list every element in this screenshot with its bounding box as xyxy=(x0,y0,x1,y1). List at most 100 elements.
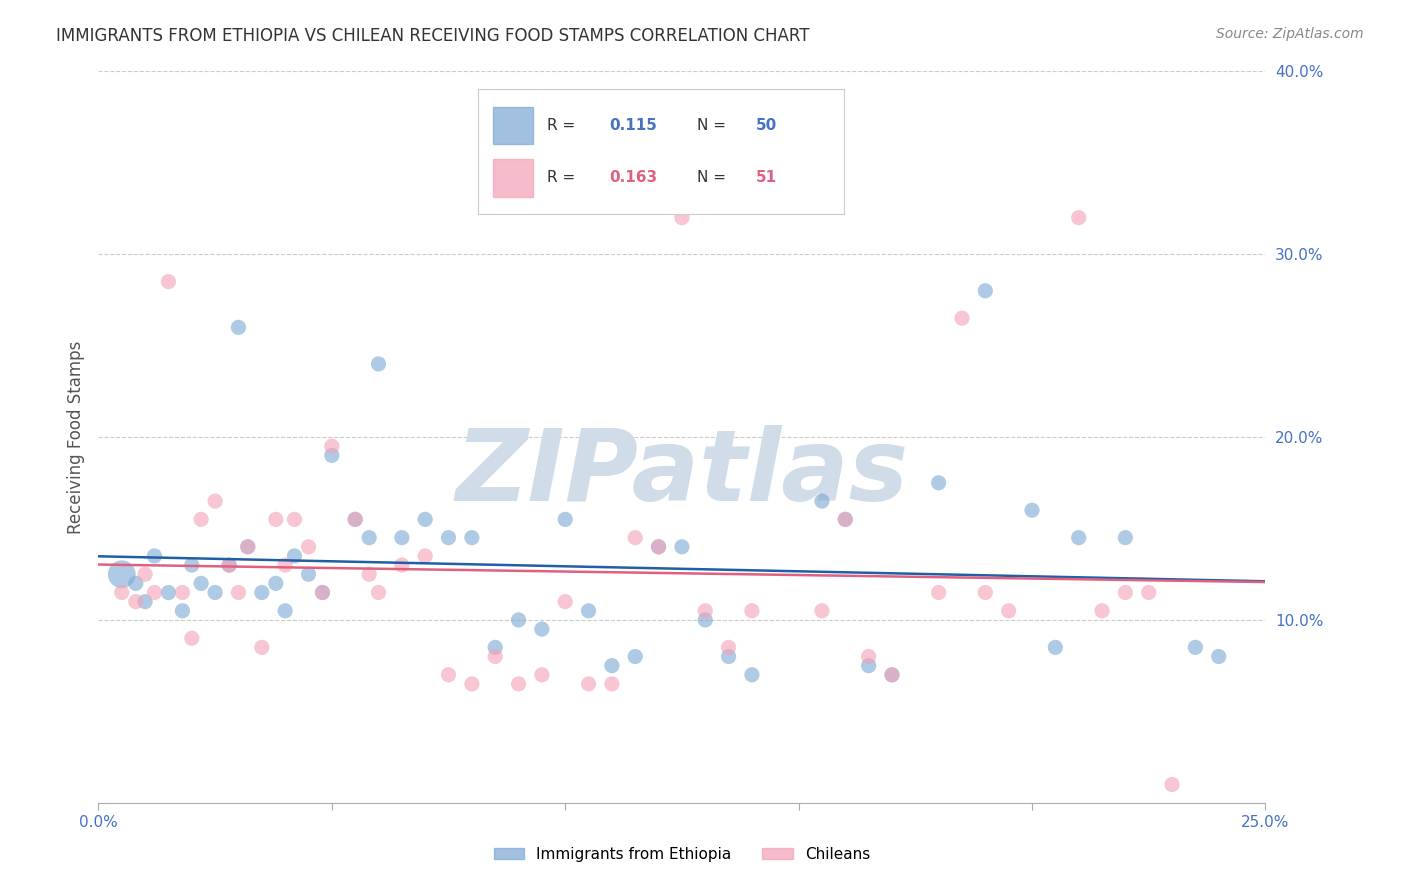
Point xyxy=(554,512,576,526)
Point xyxy=(950,311,973,326)
Point xyxy=(1114,531,1136,545)
Text: R =: R = xyxy=(547,170,581,186)
Point xyxy=(858,658,880,673)
Point xyxy=(671,540,693,554)
Point xyxy=(624,649,647,664)
Point xyxy=(1067,531,1090,545)
Point xyxy=(250,585,273,599)
Point xyxy=(236,540,259,554)
Point xyxy=(236,540,259,554)
Text: 50: 50 xyxy=(756,118,778,133)
Point xyxy=(125,594,148,608)
Point xyxy=(180,632,202,646)
Bar xyxy=(492,107,533,145)
Point xyxy=(1067,211,1090,225)
Point xyxy=(1184,640,1206,655)
Point xyxy=(367,585,389,599)
Point xyxy=(695,604,717,618)
Point xyxy=(228,585,250,599)
Point xyxy=(600,677,623,691)
Point xyxy=(143,549,166,563)
Point xyxy=(125,576,148,591)
Point xyxy=(264,512,287,526)
Point xyxy=(143,585,166,599)
Point xyxy=(274,558,297,573)
Point xyxy=(157,585,180,599)
Point xyxy=(359,567,381,582)
Point xyxy=(928,475,950,490)
Point xyxy=(997,604,1019,618)
Point xyxy=(508,677,530,691)
Point xyxy=(741,604,763,618)
Point xyxy=(974,284,997,298)
Point xyxy=(624,531,647,545)
Point xyxy=(134,594,156,608)
Point xyxy=(111,585,134,599)
Text: N =: N = xyxy=(697,118,731,133)
Text: R =: R = xyxy=(547,118,581,133)
Point xyxy=(413,549,436,563)
Point xyxy=(578,677,600,691)
Point xyxy=(858,649,880,664)
Text: 0.163: 0.163 xyxy=(610,170,658,186)
Y-axis label: Receiving Food Stamps: Receiving Food Stamps xyxy=(66,341,84,533)
Point xyxy=(204,585,226,599)
Point xyxy=(321,439,343,453)
Point xyxy=(530,622,553,636)
Point xyxy=(437,667,460,681)
Point xyxy=(297,567,319,582)
Point xyxy=(484,649,506,664)
Point xyxy=(695,613,717,627)
Point xyxy=(1021,503,1043,517)
Point xyxy=(283,549,305,563)
Point xyxy=(834,512,856,526)
Point xyxy=(880,667,903,681)
Text: Source: ZipAtlas.com: Source: ZipAtlas.com xyxy=(1216,27,1364,41)
Text: 51: 51 xyxy=(756,170,778,186)
Point xyxy=(344,512,367,526)
Point xyxy=(1137,585,1160,599)
Point xyxy=(554,594,576,608)
Point xyxy=(1045,640,1067,655)
Point xyxy=(974,585,997,599)
Point xyxy=(172,585,194,599)
Text: 0.115: 0.115 xyxy=(610,118,658,133)
Point xyxy=(321,448,343,462)
Legend: Immigrants from Ethiopia, Chileans: Immigrants from Ethiopia, Chileans xyxy=(488,841,876,868)
Point xyxy=(717,640,740,655)
Point xyxy=(391,531,413,545)
Point xyxy=(741,667,763,681)
Point xyxy=(811,494,834,508)
Point xyxy=(880,667,903,681)
Point xyxy=(717,649,740,664)
Point xyxy=(811,604,834,618)
Point xyxy=(928,585,950,599)
Point xyxy=(344,512,367,526)
Point xyxy=(264,576,287,591)
Point xyxy=(1208,649,1230,664)
Point xyxy=(1091,604,1114,618)
Point xyxy=(157,275,180,289)
Point xyxy=(413,512,436,526)
Point xyxy=(484,640,506,655)
Text: IMMIGRANTS FROM ETHIOPIA VS CHILEAN RECEIVING FOOD STAMPS CORRELATION CHART: IMMIGRANTS FROM ETHIOPIA VS CHILEAN RECE… xyxy=(56,27,810,45)
Point xyxy=(274,604,297,618)
Point xyxy=(283,512,305,526)
Text: N =: N = xyxy=(697,170,731,186)
Point xyxy=(359,531,381,545)
Point xyxy=(250,640,273,655)
Point xyxy=(647,540,669,554)
Point xyxy=(437,531,460,545)
Point xyxy=(530,667,553,681)
Bar xyxy=(492,159,533,196)
Point xyxy=(190,512,212,526)
Point xyxy=(508,613,530,627)
Point xyxy=(218,558,240,573)
Point xyxy=(367,357,389,371)
Point xyxy=(461,531,484,545)
Point xyxy=(172,604,194,618)
Text: ZIPatlas: ZIPatlas xyxy=(456,425,908,522)
Point xyxy=(671,211,693,225)
Point xyxy=(1161,778,1184,792)
Point xyxy=(134,567,156,582)
